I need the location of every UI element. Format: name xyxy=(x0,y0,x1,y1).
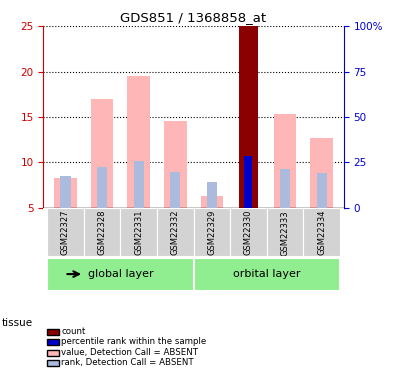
Bar xyxy=(134,161,144,207)
Bar xyxy=(97,167,107,207)
Bar xyxy=(164,122,186,207)
Bar xyxy=(267,207,303,256)
Bar xyxy=(239,26,258,207)
Bar xyxy=(207,182,217,207)
Bar xyxy=(280,170,290,207)
Text: orbital layer: orbital layer xyxy=(233,269,301,279)
Bar xyxy=(91,99,113,207)
Bar xyxy=(303,207,340,256)
Text: GSM22331: GSM22331 xyxy=(134,210,143,255)
Title: GDS851 / 1368858_at: GDS851 / 1368858_at xyxy=(120,11,267,24)
Bar xyxy=(194,207,230,256)
Bar xyxy=(120,207,157,256)
Bar xyxy=(201,196,223,207)
Text: rank, Detection Call = ABSENT: rank, Detection Call = ABSENT xyxy=(61,358,194,368)
Bar xyxy=(157,207,194,256)
Bar xyxy=(54,178,77,207)
Text: tissue: tissue xyxy=(2,318,33,327)
Bar xyxy=(274,114,296,207)
Bar xyxy=(170,172,181,207)
Text: global layer: global layer xyxy=(88,269,153,279)
Bar xyxy=(60,176,71,207)
Text: GSM22327: GSM22327 xyxy=(61,210,70,255)
Text: GSM22333: GSM22333 xyxy=(280,210,290,255)
Text: value, Detection Call = ABSENT: value, Detection Call = ABSENT xyxy=(61,348,198,357)
Bar xyxy=(310,138,333,207)
Text: count: count xyxy=(61,327,86,336)
Text: percentile rank within the sample: percentile rank within the sample xyxy=(61,338,207,346)
Bar xyxy=(84,207,120,256)
Bar xyxy=(47,258,194,291)
Bar xyxy=(47,207,84,256)
Bar xyxy=(230,207,267,256)
Text: GSM22329: GSM22329 xyxy=(207,210,216,255)
Bar xyxy=(194,258,340,291)
Bar xyxy=(245,156,252,207)
Text: GSM22328: GSM22328 xyxy=(98,210,107,255)
Text: GSM22334: GSM22334 xyxy=(317,210,326,255)
Bar xyxy=(127,76,150,207)
Text: GSM22332: GSM22332 xyxy=(171,210,180,255)
Bar xyxy=(316,173,327,207)
Text: GSM22330: GSM22330 xyxy=(244,210,253,255)
